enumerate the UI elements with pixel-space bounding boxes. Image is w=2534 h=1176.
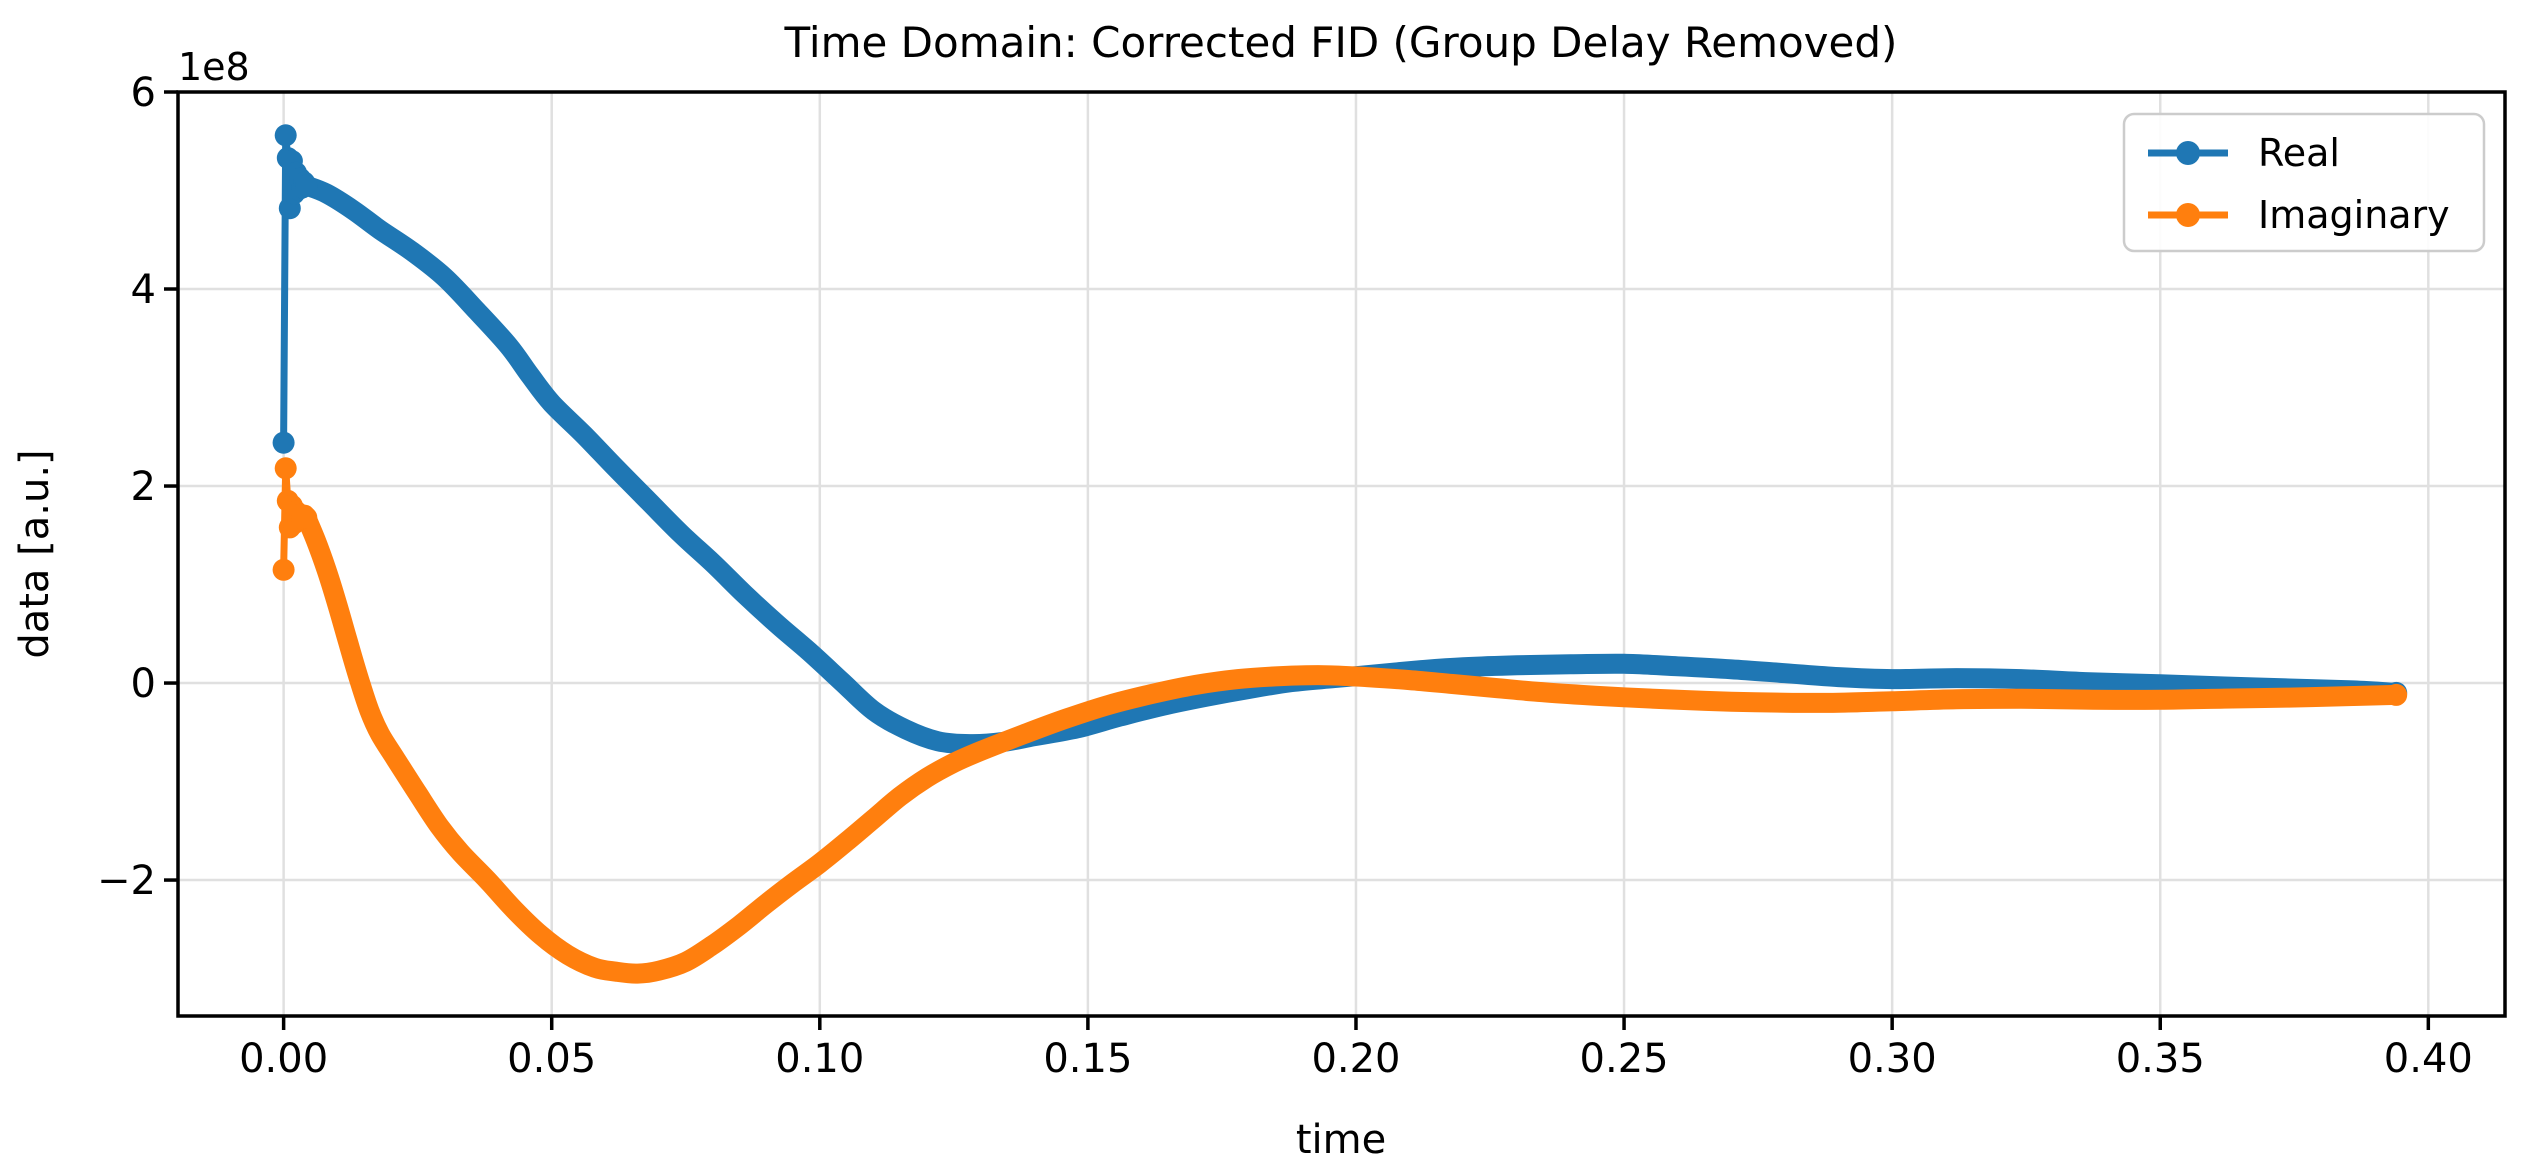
legend-entry-imaginary: Imaginary	[2148, 193, 2450, 237]
y-tick-label: 2	[131, 464, 156, 510]
y-axis-offset-text: 1e8	[178, 45, 250, 89]
x-tick-label: 0.25	[1580, 1036, 1669, 1082]
legend-entry-real: Real	[2148, 131, 2340, 175]
series-real	[272, 124, 2408, 755]
chart-title: Time Domain: Corrected FID (Group Delay …	[784, 18, 1898, 67]
legend: Real Imaginary	[2122, 112, 2486, 253]
data-marker	[274, 124, 297, 147]
x-tick-label: 0.15	[1043, 1036, 1132, 1082]
y-tick-label: 4	[131, 267, 156, 313]
y-axis-label: data [a.u.]	[12, 449, 58, 658]
curve-real	[296, 175, 2407, 755]
x-axis-label: time	[1296, 1117, 1386, 1163]
legend-label-real: Real	[2258, 131, 2340, 175]
y-tick-label: −2	[97, 858, 156, 904]
series-imaginary	[272, 457, 2408, 984]
x-tick-label: 0.40	[2384, 1036, 2473, 1082]
data-marker	[272, 431, 295, 454]
data-series	[272, 124, 2408, 984]
data-marker	[295, 506, 318, 529]
x-tick-label: 0.20	[1311, 1036, 1400, 1082]
data-marker	[295, 174, 318, 197]
y-tick-label: 6	[131, 70, 156, 116]
curve-imaginary	[296, 507, 2407, 984]
x-tick-label: 0.00	[239, 1036, 328, 1082]
data-marker	[274, 457, 297, 480]
x-tick-label: 0.30	[1848, 1036, 1937, 1082]
x-tick-label: 0.05	[507, 1036, 596, 1082]
x-tick-label: 0.10	[775, 1036, 864, 1082]
x-tick-label: 0.35	[2116, 1036, 2205, 1082]
axes-spines	[176, 90, 2507, 1018]
legend-marker-real-icon	[2176, 141, 2200, 165]
legend-label-imaginary: Imaginary	[2258, 193, 2450, 237]
axis-ticks: 0.00 0.05 0.10 0.15 0.20 0.25 0.30 0.35 0.40 6 4 2 0…	[97, 70, 2473, 1082]
legend-marker-imaginary-icon	[2176, 203, 2200, 227]
y-tick-label: 0	[131, 661, 156, 707]
end-marker	[2385, 683, 2408, 706]
data-marker	[272, 558, 295, 581]
